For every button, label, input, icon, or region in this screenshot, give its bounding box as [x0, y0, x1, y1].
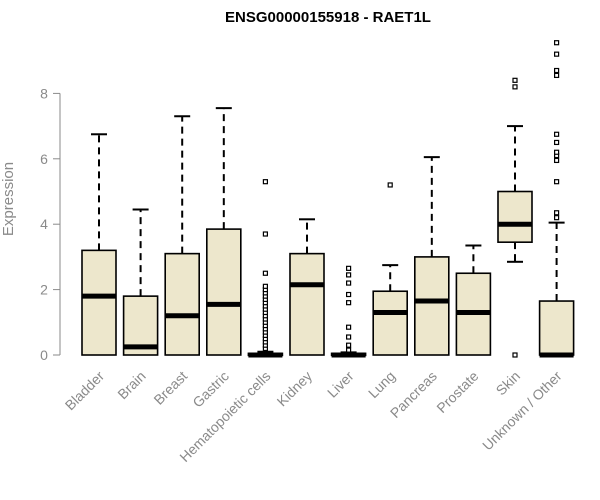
y-axis-label: Expression — [0, 162, 17, 236]
box-body — [206, 228, 242, 356]
x-tick-label: Skin — [493, 368, 524, 399]
box-body — [164, 252, 200, 356]
y-axis: 0 2 4 6 8 — [40, 85, 61, 363]
box-series — [81, 40, 575, 358]
x-tick-label: Unknown / Other — [479, 368, 565, 454]
box-body — [538, 300, 575, 356]
box-bladder — [81, 133, 117, 356]
outlier-point — [346, 347, 352, 353]
x-tick-label: Bladder — [62, 368, 108, 414]
outlier-point — [553, 131, 560, 137]
outlier-point — [346, 324, 352, 330]
outlier-point — [346, 272, 352, 278]
y-tick-label: 6 — [40, 151, 48, 167]
outlier-point — [553, 51, 560, 57]
x-tick-label: Breast — [150, 368, 190, 408]
outlier-point — [553, 67, 560, 74]
outlier-point — [346, 280, 352, 286]
x-tick-label: Prostate — [433, 368, 481, 416]
outlier-point — [512, 352, 518, 358]
outlier-point — [553, 40, 560, 46]
y-tick-label: 2 — [40, 282, 48, 298]
box-pancreas — [413, 156, 450, 356]
outlier-point — [553, 179, 560, 185]
outlier-point — [346, 334, 352, 340]
outlier-point — [346, 265, 352, 271]
outlier-point — [553, 72, 560, 79]
box-brain — [122, 208, 159, 356]
y-tick-label: 4 — [40, 216, 48, 232]
outlier-point — [553, 157, 560, 164]
box-prostate — [455, 244, 492, 356]
box-body — [413, 256, 450, 356]
box-kidney — [289, 218, 325, 356]
x-tick-label: Lung — [365, 368, 398, 401]
y-tick-label: 0 — [40, 347, 48, 363]
box-skin — [497, 77, 533, 358]
y-tick-label: 8 — [40, 85, 48, 101]
box-breast — [164, 115, 200, 356]
box-liver — [330, 265, 367, 358]
outlier-point — [262, 283, 268, 289]
outlier-point — [512, 77, 518, 83]
box-body — [372, 290, 409, 356]
outlier-point — [387, 182, 393, 188]
outlier-point — [346, 300, 352, 306]
box-gastric — [206, 107, 242, 356]
outlier-point — [553, 215, 560, 221]
outlier-point — [553, 139, 560, 146]
outlier-point — [553, 149, 560, 155]
outlier-point — [262, 270, 268, 276]
box-body — [289, 252, 325, 356]
outlier-point — [262, 179, 268, 185]
outlier-point — [512, 84, 518, 90]
box-body — [81, 249, 117, 356]
outlier-point — [262, 231, 268, 237]
box-unknown-other — [538, 40, 575, 358]
x-tick-label: Liver — [324, 368, 357, 401]
box-hematopoietic-cells — [247, 179, 284, 358]
box-body — [497, 190, 533, 243]
outlier-point — [346, 291, 352, 298]
outlier-point — [553, 210, 560, 216]
x-tick-label: Kidney — [274, 368, 316, 410]
box-lung — [372, 182, 409, 356]
x-tick-label: Brain — [114, 368, 148, 402]
chart-title: ENSG00000155918 - RAET1L — [225, 9, 431, 26]
outlier-point — [346, 342, 352, 348]
